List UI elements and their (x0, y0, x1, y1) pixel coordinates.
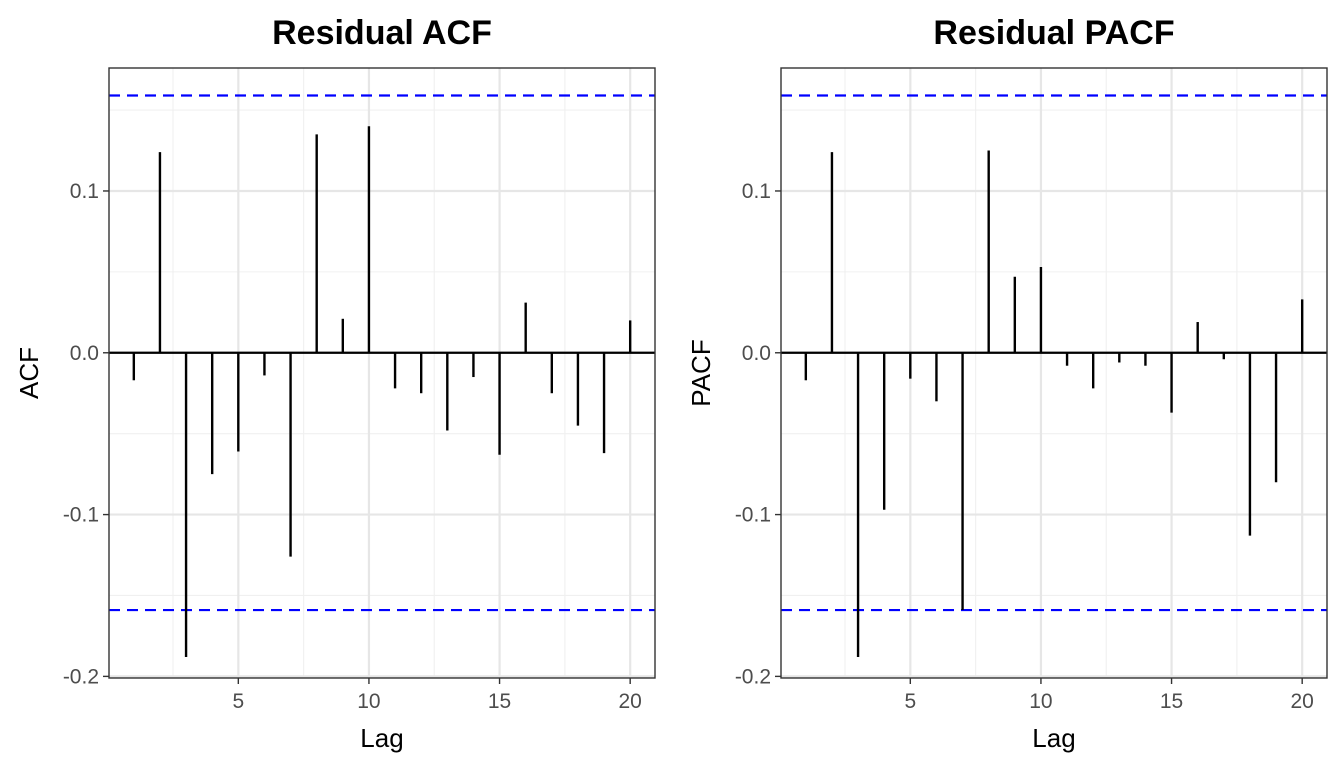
acf-y-axis-title: ACF (14, 347, 44, 399)
acf-bars (109, 126, 655, 657)
pacf-y-tick-label: -0.1 (735, 504, 771, 527)
acf-y-tick-label: 0.0 (70, 342, 99, 365)
pacf-bars (781, 150, 1327, 657)
pacf-y-tick-label: 0.1 (742, 180, 771, 203)
pacf-chart: Residual PACF 5 10 15 20-0.2-0.10.00.1 Lag … (686, 14, 1328, 753)
pacf-x-tick-label: 15 (1160, 690, 1183, 713)
acf-x-tick-label: 15 (488, 690, 511, 713)
pacf-confidence-lines (781, 94, 1327, 612)
pacf-x-tick-label: 20 (1291, 690, 1314, 713)
pacf-y-tick-label: -0.2 (735, 665, 771, 688)
acf-x-tick-label: 10 (357, 690, 380, 713)
acf-y-tick-label: -0.2 (63, 665, 99, 688)
acf-x-tick-label: 5 (232, 690, 244, 713)
acf-x-tick-label: 20 (619, 690, 642, 713)
acf-axis-ticks: 5 10 15 20 -0.2 -0.1 0.0 0.1 (63, 180, 642, 713)
acf-confidence-lines (109, 94, 655, 612)
acf-panel-border (108, 67, 656, 679)
acf-y-tick-label: -0.1 (63, 504, 99, 527)
pacf-x-axis-title: Lag (1032, 723, 1075, 753)
pacf-y-axis-title: PACF (686, 339, 716, 406)
pacf-chart-title: Residual PACF (933, 14, 1174, 52)
acf-chart-title: Residual ACF (272, 14, 492, 52)
pacf-y-tick-label: 0.0 (742, 342, 771, 365)
pacf-x-tick-label: 10 (1029, 690, 1052, 713)
pacf-panel-border (780, 67, 1328, 679)
acf-x-axis-title: Lag (360, 723, 403, 753)
acf-chart: Residual ACF 5 10 15 20 -0.2 -0.1 0.0 0.1 Lag A… (14, 14, 656, 753)
pacf-x-tick-label: 5 (904, 690, 916, 713)
acf-y-tick-label: 0.1 (70, 180, 99, 203)
pacf-axis-ticks: 5 10 15 20 -0.2 -0.1 0.0 0.1 (735, 180, 1314, 713)
